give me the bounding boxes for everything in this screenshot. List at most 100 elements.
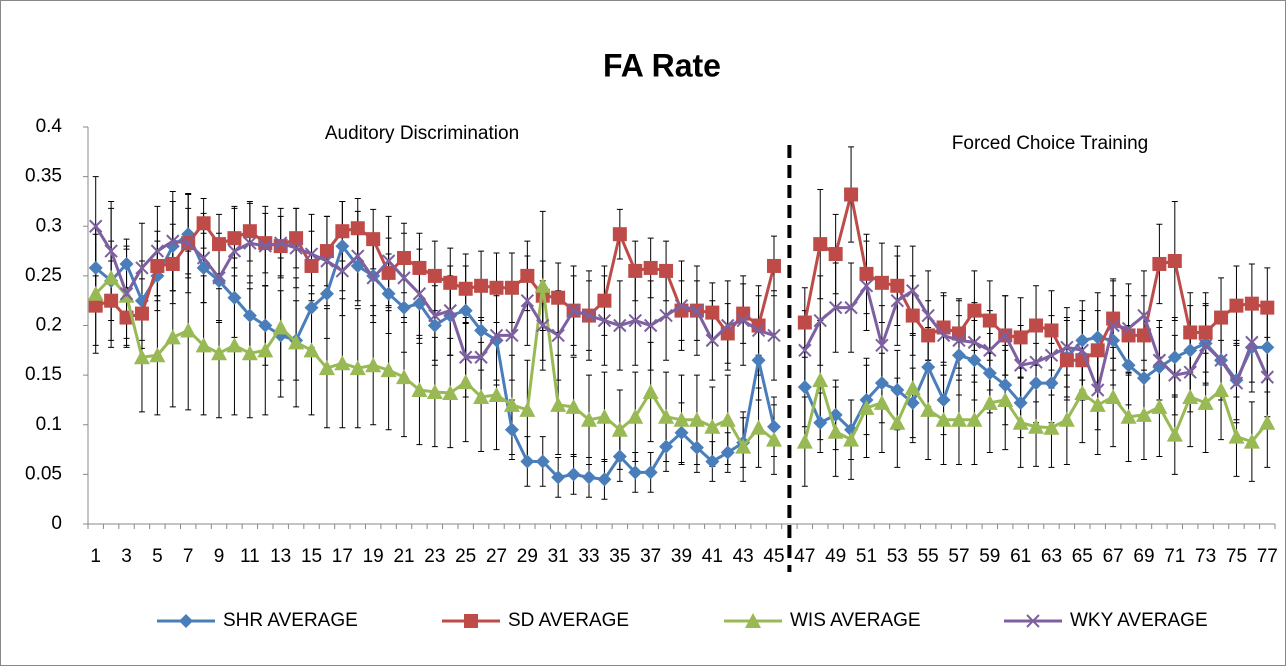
marker — [921, 328, 936, 343]
y-tick-label: 0.2 — [36, 315, 62, 336]
marker — [582, 470, 597, 485]
marker — [241, 345, 258, 361]
marker — [195, 337, 212, 353]
marker — [1259, 414, 1276, 430]
marker — [211, 345, 228, 361]
x-tick-label: 27 — [486, 546, 507, 567]
x-tick-label: 55 — [918, 546, 939, 567]
x-tick-label: 35 — [609, 546, 630, 567]
marker — [150, 258, 165, 273]
marker — [873, 394, 890, 410]
marker — [165, 256, 180, 271]
marker — [936, 392, 951, 407]
marker — [1121, 328, 1136, 343]
marker — [611, 421, 628, 437]
marker — [765, 431, 782, 447]
marker — [335, 239, 350, 254]
marker — [180, 322, 197, 338]
marker — [1136, 328, 1151, 343]
x-tick-label: 25 — [455, 546, 476, 567]
marker — [827, 423, 844, 439]
marker — [227, 244, 242, 258]
x-tick-label: 5 — [152, 546, 163, 567]
marker — [104, 244, 118, 258]
y-tick-label: 0.25 — [25, 265, 62, 286]
marker — [1013, 395, 1028, 410]
marker — [736, 313, 750, 328]
marker — [1197, 394, 1214, 410]
marker — [967, 335, 982, 350]
marker — [243, 236, 257, 250]
marker — [366, 271, 380, 285]
marker — [1106, 311, 1121, 326]
marker — [950, 411, 967, 427]
marker — [720, 445, 735, 460]
marker — [520, 293, 535, 308]
marker — [1075, 343, 1090, 358]
x-tick-label: 69 — [1133, 546, 1154, 567]
marker — [381, 254, 396, 268]
marker — [967, 353, 982, 368]
y-tick-label: 0.1 — [36, 414, 62, 435]
marker — [628, 263, 643, 278]
y-tick-label: 0.4 — [36, 116, 63, 137]
marker — [88, 260, 103, 275]
marker — [612, 227, 627, 242]
marker — [705, 305, 720, 320]
marker — [89, 219, 103, 233]
marker — [212, 271, 226, 285]
marker — [920, 401, 937, 417]
y-tick-label: 0.15 — [25, 364, 62, 385]
x-tick-label: 17 — [332, 546, 353, 567]
x-tick-label: 3 — [121, 546, 132, 567]
marker — [1229, 298, 1244, 313]
marker — [828, 247, 843, 262]
marker — [196, 251, 211, 265]
marker — [904, 380, 921, 396]
marker — [1183, 325, 1198, 340]
marker — [982, 366, 997, 381]
marker — [551, 290, 566, 305]
marker — [658, 408, 675, 424]
marker — [1013, 358, 1028, 372]
marker — [844, 300, 858, 315]
legend-label: WKY AVERAGE — [1070, 610, 1208, 631]
marker — [874, 376, 889, 391]
marker — [258, 236, 273, 251]
marker — [704, 418, 721, 434]
marker — [745, 613, 761, 628]
marker — [874, 275, 889, 290]
marker — [689, 440, 704, 455]
x-tick-label: 67 — [1103, 546, 1124, 567]
marker — [442, 384, 459, 400]
marker — [1182, 388, 1199, 404]
x-tick-label: 15 — [301, 546, 322, 567]
marker — [1044, 376, 1059, 391]
marker — [428, 308, 442, 323]
marker — [335, 224, 350, 239]
marker — [1228, 428, 1245, 444]
marker — [535, 454, 550, 469]
x-tick-label: 23 — [424, 546, 445, 567]
marker — [519, 401, 536, 417]
marker — [613, 318, 627, 333]
marker — [458, 281, 473, 296]
marker — [1058, 411, 1075, 427]
marker — [890, 383, 905, 398]
marker — [1029, 376, 1044, 391]
marker — [474, 323, 489, 338]
marker — [1044, 323, 1059, 338]
marker — [104, 293, 119, 308]
marker — [1183, 365, 1197, 379]
marker — [87, 285, 104, 301]
x-tick-label: 43 — [733, 546, 754, 567]
marker — [520, 268, 535, 283]
marker — [318, 360, 335, 376]
marker — [257, 342, 274, 358]
marker — [212, 237, 227, 252]
marker — [719, 411, 736, 427]
marker — [1168, 368, 1182, 382]
marker — [103, 269, 120, 285]
marker — [488, 386, 505, 402]
marker — [997, 391, 1014, 407]
